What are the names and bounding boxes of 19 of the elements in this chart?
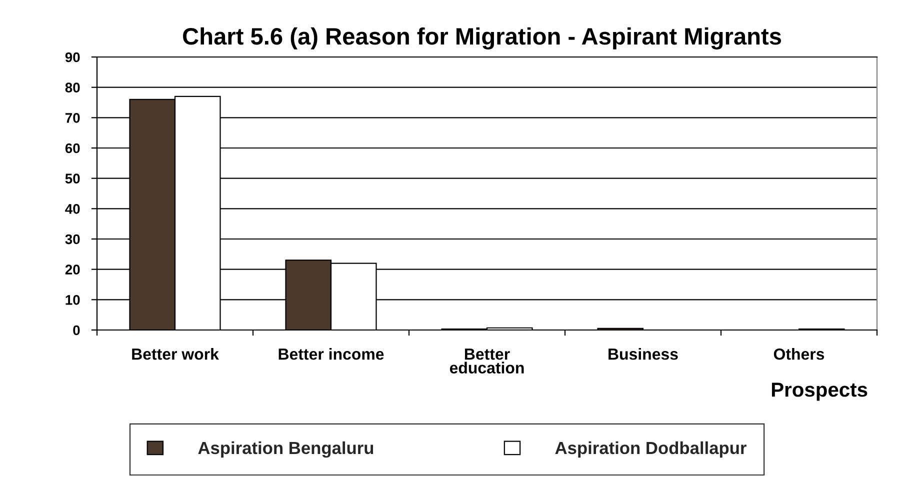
- x-axis-title: Prospects: [772, 382, 868, 401]
- y-tick-label: 80: [65, 82, 80, 93]
- x-tick-label: Better work: [132, 348, 219, 360]
- y-tick-label: 20: [65, 264, 80, 275]
- y-tick-label: 0: [73, 325, 80, 336]
- x-tick-label: Others: [774, 348, 824, 360]
- x-tick-label: Better education: [450, 348, 524, 374]
- y-tick-label: 30: [65, 234, 80, 244]
- y-tick-label: 50: [65, 174, 80, 184]
- y-tick-label: 40: [65, 204, 80, 214]
- y-tick-label: 70: [65, 113, 80, 123]
- y-tick-label: 90: [65, 52, 80, 62]
- y-tick-label: 60: [65, 143, 80, 154]
- chart-title: Chart 5.6 (a) Reason for Migration - Aspirant Migrants: [183, 27, 782, 50]
- y-tick-label: 10: [66, 295, 80, 305]
- legend-label: Aspiration Dodballapur: [555, 441, 746, 458]
- legend-label: Aspiration Bengaluru: [198, 441, 374, 458]
- x-tick-label: Business: [608, 348, 678, 360]
- x-tick-label: Better income: [278, 348, 384, 360]
